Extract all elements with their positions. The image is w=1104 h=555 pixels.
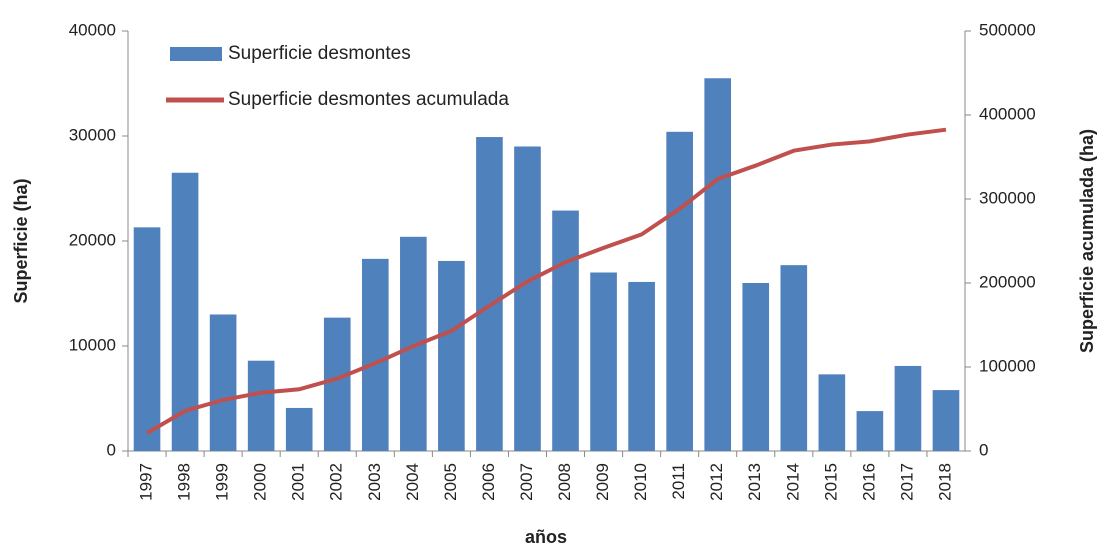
y2-tick-label: 200000 bbox=[979, 272, 1036, 291]
y-tick-label: 30000 bbox=[69, 125, 116, 144]
x-tick-label: 2004 bbox=[403, 463, 422, 501]
y-tick-label: 40000 bbox=[69, 20, 116, 39]
x-tick-label: 2010 bbox=[631, 463, 650, 501]
x-tick-label: 2005 bbox=[441, 463, 460, 501]
legend-label: Superficie desmontes bbox=[228, 43, 411, 64]
x-tick-label: 2015 bbox=[821, 463, 840, 501]
y-axis-label: Superficie (ha) bbox=[11, 178, 31, 303]
bar bbox=[590, 272, 617, 451]
bar bbox=[704, 78, 732, 451]
y2-tick-label: 400000 bbox=[979, 104, 1036, 123]
bar bbox=[323, 317, 351, 451]
y2-tick-label: 0 bbox=[979, 440, 988, 459]
y-tick-label: 0 bbox=[107, 440, 116, 459]
x-tick-label: 2012 bbox=[707, 463, 726, 501]
x-tick-label: 1999 bbox=[213, 463, 232, 501]
bar bbox=[818, 374, 846, 451]
bar bbox=[171, 172, 199, 451]
x-tick-label: 2000 bbox=[251, 463, 270, 501]
x-tick-label: 2014 bbox=[783, 463, 802, 501]
y2-axis-label: Superficie acumulada (ha) bbox=[1077, 129, 1097, 353]
x-tick-label: 1997 bbox=[137, 463, 156, 501]
x-tick-label: 1998 bbox=[175, 463, 194, 501]
bar bbox=[666, 131, 693, 452]
x-tick-label: 2008 bbox=[555, 463, 574, 501]
x-tick-label: 2007 bbox=[517, 463, 536, 501]
x-tick-label: 2011 bbox=[669, 463, 688, 500]
bar bbox=[361, 258, 389, 451]
bar bbox=[476, 137, 503, 452]
x-axis-label: años bbox=[525, 527, 567, 547]
y2-tick-label: 300000 bbox=[979, 188, 1036, 207]
x-tick-label: 2003 bbox=[365, 463, 384, 501]
x-tick-label: 2006 bbox=[479, 463, 498, 501]
x-tick-label: 2013 bbox=[745, 463, 764, 501]
x-tick-label: 2002 bbox=[327, 463, 346, 501]
x-tick-label: 2018 bbox=[935, 463, 954, 501]
y2-tick-label: 500000 bbox=[979, 20, 1036, 39]
bar bbox=[209, 314, 237, 451]
legend-label: Superficie desmontes acumulada bbox=[228, 89, 509, 110]
x-tick-label: 2016 bbox=[859, 463, 878, 501]
bar bbox=[133, 227, 161, 451]
bar bbox=[628, 281, 655, 451]
bar bbox=[856, 411, 884, 451]
bar bbox=[247, 360, 275, 451]
y-tick-label: 10000 bbox=[69, 335, 116, 354]
bar bbox=[552, 210, 579, 451]
y2-tick-label: 100000 bbox=[979, 356, 1036, 375]
bar bbox=[438, 260, 465, 451]
bar bbox=[285, 407, 313, 451]
bar bbox=[780, 265, 808, 451]
x-tick-label: 2001 bbox=[289, 463, 308, 501]
line bbox=[146, 127, 947, 435]
y-tick-label: 20000 bbox=[69, 230, 116, 249]
x-tick-label: 2009 bbox=[593, 463, 612, 501]
bar bbox=[742, 283, 770, 451]
bar bbox=[932, 390, 960, 451]
bar bbox=[894, 365, 922, 451]
x-tick-label: 2017 bbox=[897, 463, 916, 501]
legend-swatch bbox=[170, 47, 222, 61]
bar bbox=[514, 146, 541, 451]
